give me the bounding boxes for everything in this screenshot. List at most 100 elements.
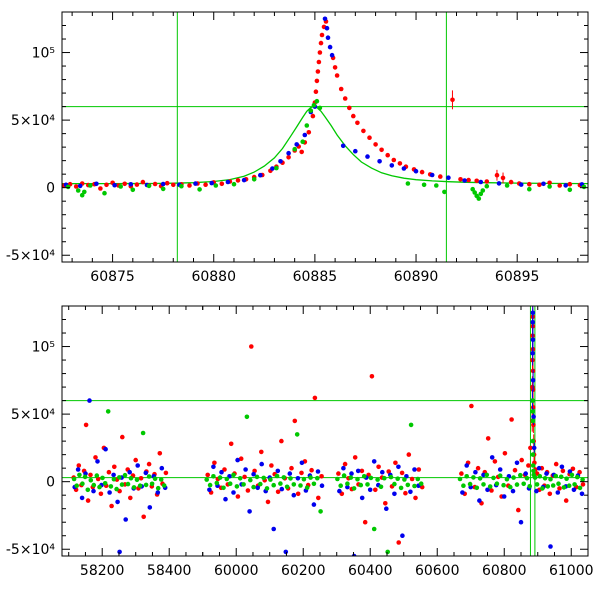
data-point	[378, 484, 384, 490]
data-point	[164, 180, 170, 186]
data-point	[527, 484, 532, 489]
x-tick-label: 60600	[415, 563, 460, 579]
top-panel-zoomed-light-curve: 60875 60880 60885 60890 60895 -5×10⁴ 0 5×10⁴ 10⁵	[6, 11, 589, 285]
data-point	[419, 169, 425, 175]
data-point	[467, 481, 473, 487]
data-point	[504, 476, 510, 482]
data-point	[227, 481, 233, 487]
data-point	[155, 490, 161, 495]
data-point	[80, 481, 85, 487]
data-point	[369, 374, 375, 379]
data-point	[117, 475, 122, 480]
data-point	[485, 487, 490, 493]
data-point	[351, 486, 357, 491]
data-point	[221, 485, 226, 491]
data-point	[311, 481, 317, 487]
data-point	[462, 178, 467, 183]
data-point	[98, 186, 103, 191]
data-point	[223, 496, 228, 502]
series-green	[71, 398, 585, 555]
data-point	[338, 86, 344, 92]
data-point	[143, 470, 149, 476]
data-point	[140, 430, 146, 436]
data-point	[531, 414, 536, 420]
data-point	[359, 495, 365, 501]
data-point	[580, 482, 586, 487]
data-point	[466, 177, 471, 183]
data-point	[120, 434, 125, 440]
data-point	[375, 477, 380, 482]
data-point	[474, 485, 480, 491]
data-point	[547, 180, 552, 186]
data-point	[289, 465, 294, 471]
data-point	[187, 183, 192, 188]
data-point	[550, 483, 556, 488]
data-point	[203, 182, 208, 187]
x-tick-label: 60800	[482, 563, 527, 579]
data-point	[88, 472, 93, 478]
data-point	[244, 414, 250, 420]
data-point	[304, 485, 310, 490]
data-point	[205, 472, 210, 478]
data-point	[531, 445, 537, 451]
data-point	[450, 97, 455, 103]
data-point	[128, 495, 133, 501]
data-point	[530, 310, 536, 316]
data-point	[109, 503, 114, 509]
data-point	[464, 463, 470, 468]
data-point	[237, 476, 243, 481]
data-point	[147, 505, 153, 510]
data-point	[361, 474, 367, 479]
x-tick-label: 60890	[394, 269, 439, 285]
x-tick-label: 60895	[495, 269, 540, 285]
data-point	[224, 476, 230, 482]
x-tick-label: 60400	[348, 563, 393, 579]
data-point	[341, 473, 347, 478]
data-point	[115, 499, 120, 505]
data-point	[477, 476, 483, 481]
data-point	[306, 130, 312, 135]
axes-frame	[61, 305, 589, 557]
bottom-panel-full-light-curve: 58200 58400 60000 60200 60400 60600 60800 61000…	[6, 305, 594, 579]
data-point	[105, 409, 111, 414]
data-point	[128, 475, 134, 481]
data-point	[541, 181, 546, 187]
data-point	[555, 490, 561, 495]
y-tick-label: -5×10⁴	[6, 542, 56, 558]
data-point	[299, 470, 304, 476]
data-point	[497, 467, 503, 472]
data-point	[527, 181, 532, 187]
data-point	[85, 487, 91, 493]
data-point	[274, 165, 279, 171]
data-point	[403, 490, 408, 496]
data-point	[365, 482, 370, 487]
data-point	[442, 189, 447, 195]
data-point	[209, 180, 214, 186]
data-point	[295, 476, 301, 481]
data-point	[283, 549, 289, 555]
data-point	[111, 472, 116, 478]
data-point	[397, 161, 403, 166]
data-point	[235, 494, 241, 499]
data-point	[494, 481, 500, 487]
data-point	[560, 468, 566, 474]
data-point	[489, 488, 494, 493]
data-point	[302, 132, 308, 138]
data-point	[345, 484, 350, 490]
data-point	[204, 477, 209, 482]
data-point	[521, 481, 526, 487]
data-point	[530, 418, 535, 424]
data-point	[301, 476, 307, 482]
data-point	[114, 486, 119, 492]
data-point	[247, 509, 252, 514]
data-point	[241, 482, 246, 487]
data-point	[548, 476, 553, 482]
data-point	[93, 455, 98, 460]
top-plot-area	[62, 12, 588, 262]
data-point	[361, 128, 366, 134]
data-point	[377, 159, 382, 164]
data-point	[537, 474, 543, 479]
data-point	[111, 476, 117, 482]
data-point	[141, 514, 146, 520]
data-point	[502, 451, 508, 456]
